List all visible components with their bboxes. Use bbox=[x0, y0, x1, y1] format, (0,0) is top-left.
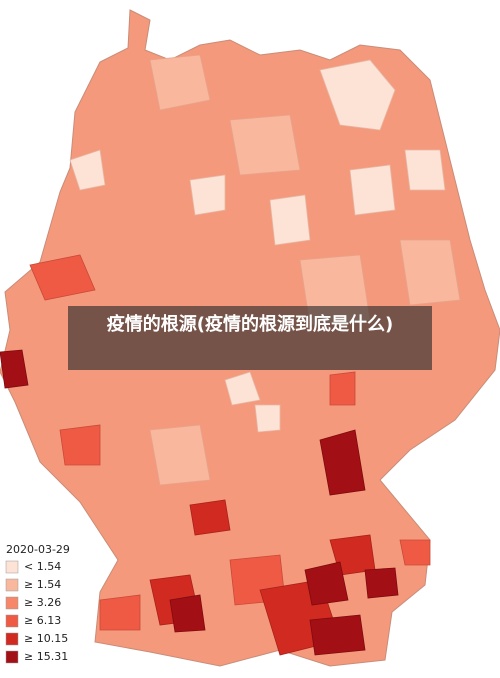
legend-swatch bbox=[5, 578, 19, 592]
legend-label: ≥ 1.54 bbox=[24, 578, 61, 591]
legend-label: ≥ 10.15 bbox=[24, 632, 68, 645]
legend-label: ≥ 6.13 bbox=[24, 614, 61, 627]
legend-swatch bbox=[5, 560, 19, 574]
highest-regions bbox=[0, 349, 399, 656]
legend-swatch bbox=[5, 632, 19, 646]
legend-label: ≥ 3.26 bbox=[24, 596, 61, 609]
legend-label: < 1.54 bbox=[24, 560, 61, 573]
legend: 2020-03-29 < 1.54 ≥ 1.54 ≥ 3.26 ≥ 6.13 ≥ 10.… bbox=[5, 543, 70, 664]
legend-swatch bbox=[5, 614, 19, 628]
legend-swatch bbox=[5, 596, 19, 610]
legend-label: ≥ 15.31 bbox=[24, 650, 68, 663]
title-overlay: 疫情的根源(疫情的根源到底是什么) bbox=[68, 306, 432, 370]
legend-swatch bbox=[5, 650, 19, 664]
light-regions bbox=[69, 59, 446, 433]
legend-date: 2020-03-29 bbox=[6, 543, 70, 556]
